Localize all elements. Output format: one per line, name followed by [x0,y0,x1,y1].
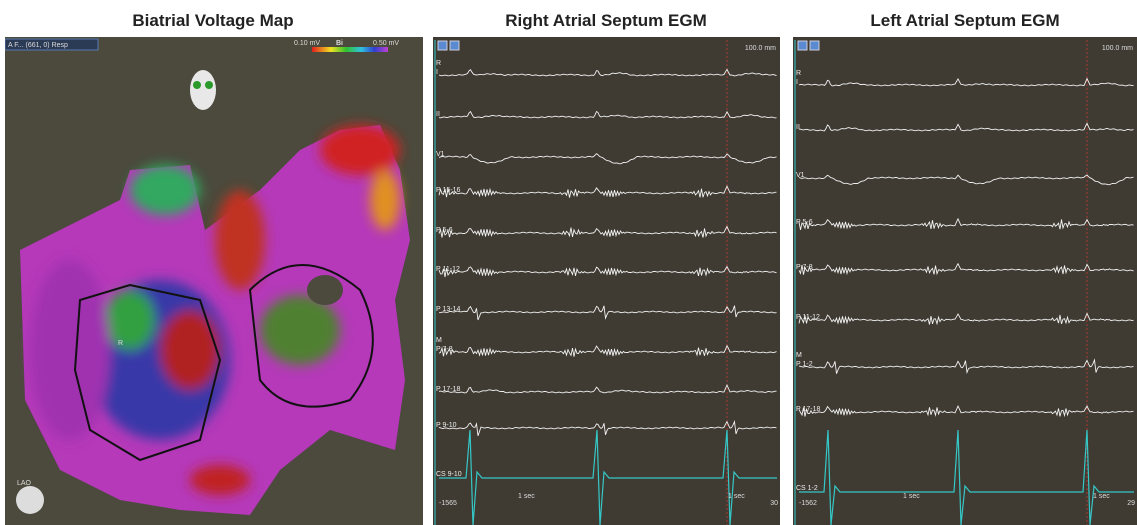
channel-group: R [436,60,441,67]
toolbar-button[interactable] [810,41,819,50]
channel-group: M [436,337,442,344]
time-label: 1 sec [903,493,920,500]
cs-label: CS 1-2 [796,485,818,492]
scale-max: 0.50 mV [373,40,399,47]
channel-label: I [796,79,798,86]
right-value: 30 [770,500,778,507]
left-value: -1565 [439,500,457,507]
channel-label: II [436,111,440,118]
channel-label: P 17-18 [796,406,820,413]
toolbar-button[interactable] [798,41,807,50]
panel-title: Left Atrial Septum EGM [870,11,1059,30]
scale-mode: Bi [336,40,343,47]
time-label: 1 sec [728,493,745,500]
scale-min: 0.10 mV [294,40,320,47]
view-label: LAO [17,480,32,487]
toolbar-button[interactable] [450,41,459,50]
channel-label: I [436,69,438,76]
panel-title: Biatrial Voltage Map [132,11,293,30]
figure: Biatrial Voltage Map Right Atrial Septum… [0,0,1137,525]
time-label: 1 sec [518,493,535,500]
map-selector[interactable]: A F... (661, 0) Resp [8,42,68,49]
toolbar-button[interactable] [438,41,447,50]
time-label: 1 sec [1093,493,1110,500]
channel-label: II [796,124,800,131]
channel-group: R [796,70,801,77]
cs-label: CS 9-10 [436,471,462,478]
channel-group: M [796,352,802,359]
right-value: 29 [1127,500,1135,507]
sweep-speed: 100.0 mm [745,45,776,52]
left-value: -1562 [799,500,817,507]
sweep-speed: 100.0 mm [1102,45,1133,52]
channel-label: P 5-6 [796,219,813,226]
catheter-marker: R [118,340,123,347]
panel-title: Right Atrial Septum EGM [505,11,707,30]
voltage-map [5,37,423,525]
